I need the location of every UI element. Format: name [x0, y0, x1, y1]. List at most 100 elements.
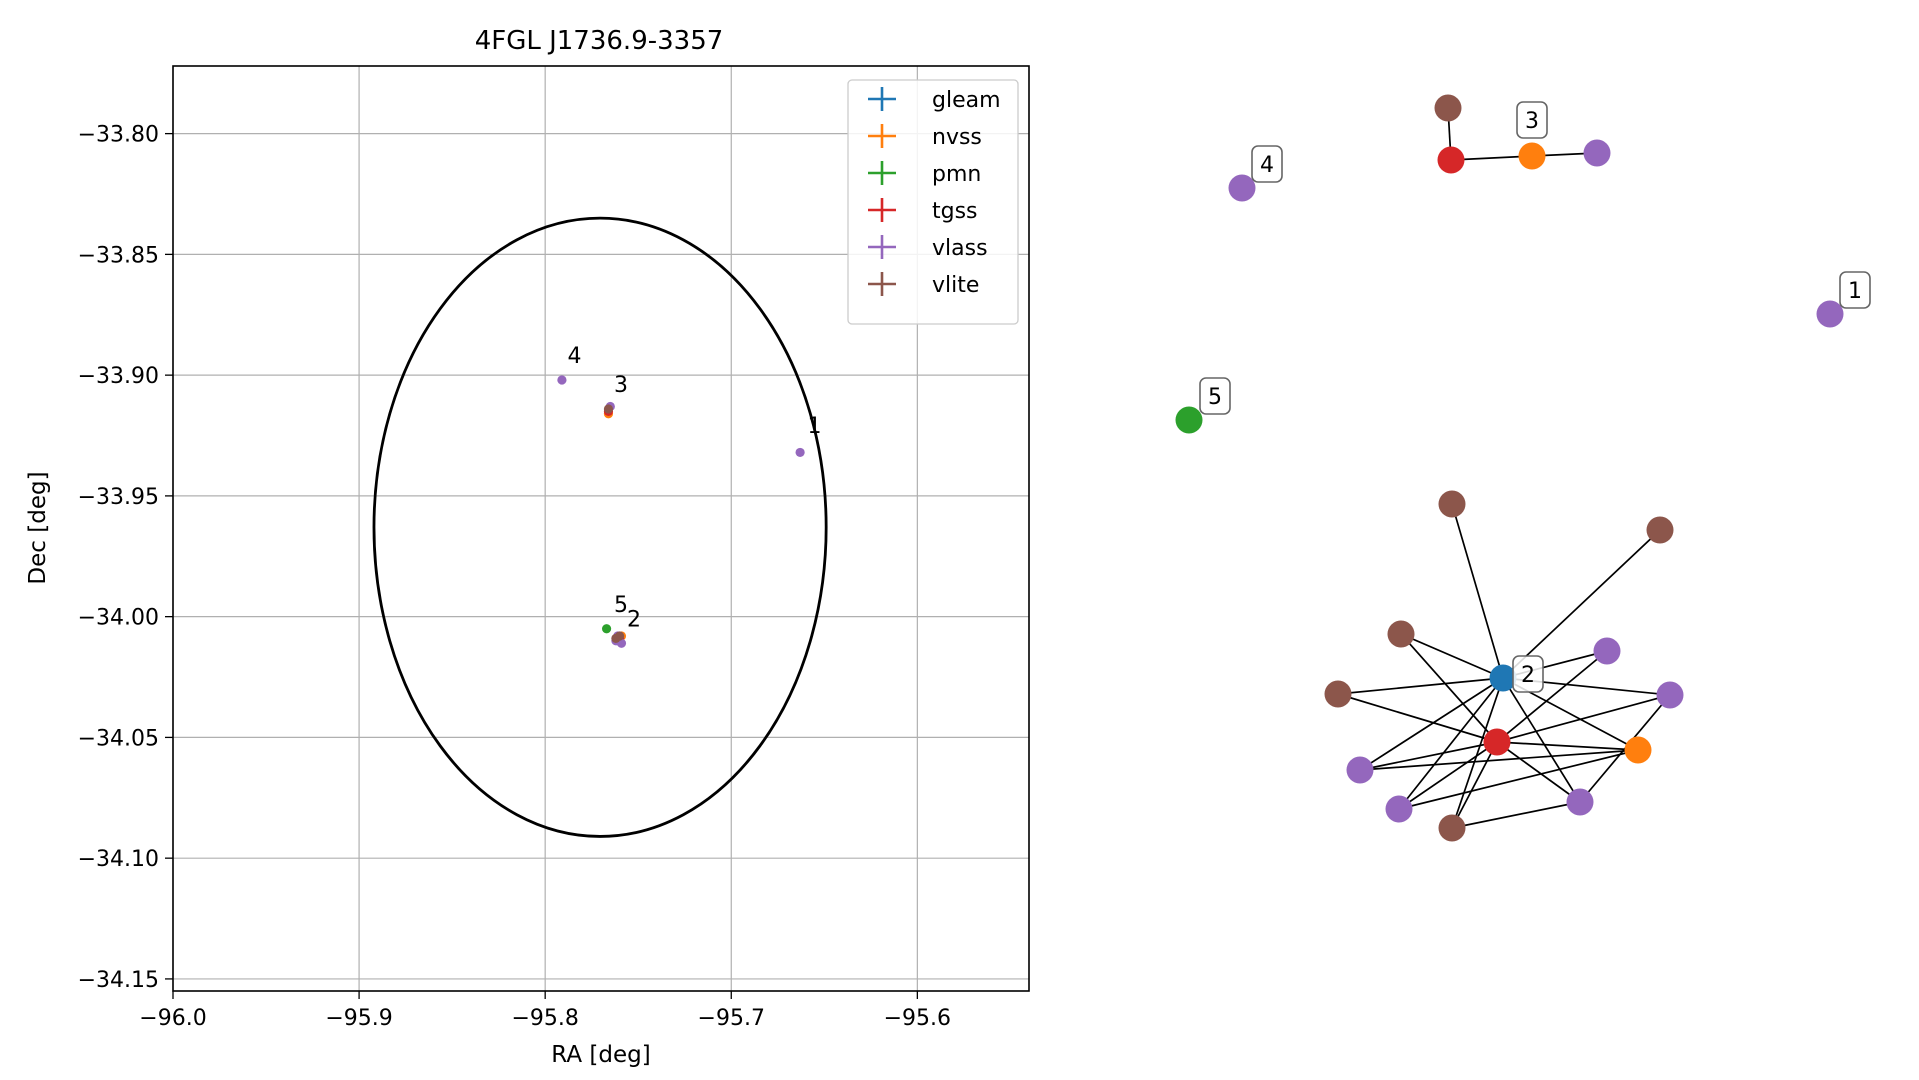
y-tick-label: −33.85 — [78, 243, 159, 268]
graph-edge — [1451, 741, 1498, 829]
graph-edge — [1502, 677, 1581, 803]
graph-edge — [1451, 677, 1504, 829]
graph-node-label-box — [1199, 377, 1231, 415]
legend-entry-gleam: gleam — [868, 87, 1001, 113]
graph-node-vlass — [1346, 756, 1374, 784]
legend-label: vlite — [932, 273, 979, 298]
graph-edge — [1359, 741, 1498, 771]
y-tick-label: −34.00 — [78, 606, 159, 631]
graph-node-tgss — [1483, 728, 1511, 756]
graph-node-label: 5 — [1199, 377, 1231, 415]
graph-node-label-box — [1512, 655, 1544, 693]
graph-edge — [1400, 633, 1504, 679]
y-tick-label: −33.95 — [78, 485, 159, 510]
legend-label: vlass — [932, 236, 988, 261]
y-tick-label: −33.90 — [78, 364, 159, 389]
graph-node-label-box — [1251, 145, 1283, 183]
data-point-vlass — [795, 447, 805, 458]
network-panel: 3 4 1 5 2 — [1175, 94, 1871, 842]
x-tick-label: −95.6 — [884, 1006, 951, 1031]
graph-edge — [1496, 741, 1639, 751]
plot-frame — [172, 65, 1030, 992]
legend-entry-pmn: pmn — [868, 161, 981, 187]
data-point-vlass — [557, 375, 567, 385]
graph-node-label-text: 1 — [1848, 279, 1862, 304]
graph-node-vlite — [1387, 620, 1415, 648]
graph-edge — [1337, 693, 1498, 743]
graph-node-gleam — [1489, 664, 1517, 692]
graph-node-label-text: 4 — [1260, 153, 1274, 178]
graph-edge — [1451, 801, 1581, 829]
y-axis-label: Dec [deg] — [25, 471, 51, 584]
graph-node-label: 4 — [1251, 145, 1283, 183]
graph-node-vlite — [1438, 490, 1466, 518]
legend-label: gleam — [932, 88, 1001, 113]
y-tick-label: −34.15 — [78, 968, 159, 993]
point-annotation: 2 — [627, 607, 641, 632]
graph-edge — [1451, 503, 1504, 679]
graph-edge — [1337, 677, 1504, 695]
legend-label: tgss — [932, 199, 978, 224]
graph-node-label: 2 — [1512, 655, 1544, 693]
graph-edge — [1359, 749, 1639, 771]
legend-entry-tgss: tgss — [868, 198, 978, 224]
legend-entry-vlite: vlite — [868, 272, 979, 298]
node-layer — [1175, 94, 1844, 842]
legend-entry-vlass: vlass — [868, 235, 988, 261]
data-point-vlite — [603, 404, 614, 414]
data-point-pmn — [601, 624, 612, 634]
x-tick-label: −95.9 — [325, 1006, 392, 1031]
graph-edge — [1496, 650, 1608, 743]
y-tick-label: −34.05 — [78, 726, 159, 751]
graph-node-vlite — [1438, 814, 1466, 842]
graph-node-label: 1 — [1839, 271, 1871, 309]
graph-node-vlass — [1593, 637, 1621, 665]
legend: gleam nvss pmn tgss vlass vlite — [847, 79, 1019, 325]
graph-node-tgss — [1437, 146, 1465, 174]
graph-node-label: 3 — [1516, 101, 1548, 139]
x-tick-label: −95.8 — [511, 1006, 578, 1031]
graph-node-vlass — [1385, 795, 1413, 823]
graph-node-vlass — [1228, 174, 1256, 202]
legend-label: pmn — [932, 162, 981, 187]
graph-node-vlass — [1816, 300, 1844, 328]
annotation-layer: 1 2 3 4 5 — [568, 344, 822, 632]
point-annotation: 4 — [568, 344, 582, 369]
data-point-vlite — [611, 633, 621, 643]
graph-edge — [1450, 155, 1533, 161]
graph-node-vlass — [1566, 788, 1594, 816]
chart-title: 4FGL J1736.9-3357 — [475, 26, 724, 56]
graph-edge — [1398, 749, 1639, 810]
graph-node-label-text: 5 — [1208, 385, 1222, 410]
graph-node-nvss — [1624, 736, 1652, 764]
x-tick-label: −95.7 — [698, 1006, 765, 1031]
graph-node-label-box — [1839, 271, 1871, 309]
graph-edge — [1496, 741, 1581, 803]
error-ellipse — [372, 216, 828, 838]
ellipse-layer — [372, 216, 828, 838]
graph-edge — [1359, 677, 1504, 771]
graph-node-vlite — [1434, 94, 1462, 122]
graph-edge — [1496, 694, 1671, 743]
legend-label: nvss — [932, 125, 982, 150]
graph-edge — [1400, 633, 1498, 743]
graph-node-vlass — [1583, 139, 1611, 167]
y-tick-label: −34.10 — [78, 847, 159, 872]
node-label-layer: 3 4 1 5 2 — [1199, 101, 1871, 693]
legend-frame — [847, 79, 1019, 325]
edge-layer — [1337, 107, 1671, 829]
tick-layer: −96.0 −95.9 −95.8 −95.7 −95.6 −33.80 −33.85 −33… — [78, 123, 951, 1031]
graph-node-vlass — [1656, 681, 1684, 709]
point-annotation: 1 — [808, 414, 822, 439]
graph-node-nvss — [1518, 142, 1546, 170]
legend-entry-nvss: nvss — [868, 124, 982, 150]
point-annotation: 3 — [614, 373, 628, 398]
graph-node-vlite — [1324, 680, 1352, 708]
graph-edge — [1398, 677, 1504, 810]
graph-node-pmn — [1175, 406, 1203, 434]
graph-node-label-text: 2 — [1521, 663, 1535, 688]
graph-node-label-text: 3 — [1525, 109, 1539, 134]
x-tick-label: −96.0 — [139, 1006, 206, 1031]
